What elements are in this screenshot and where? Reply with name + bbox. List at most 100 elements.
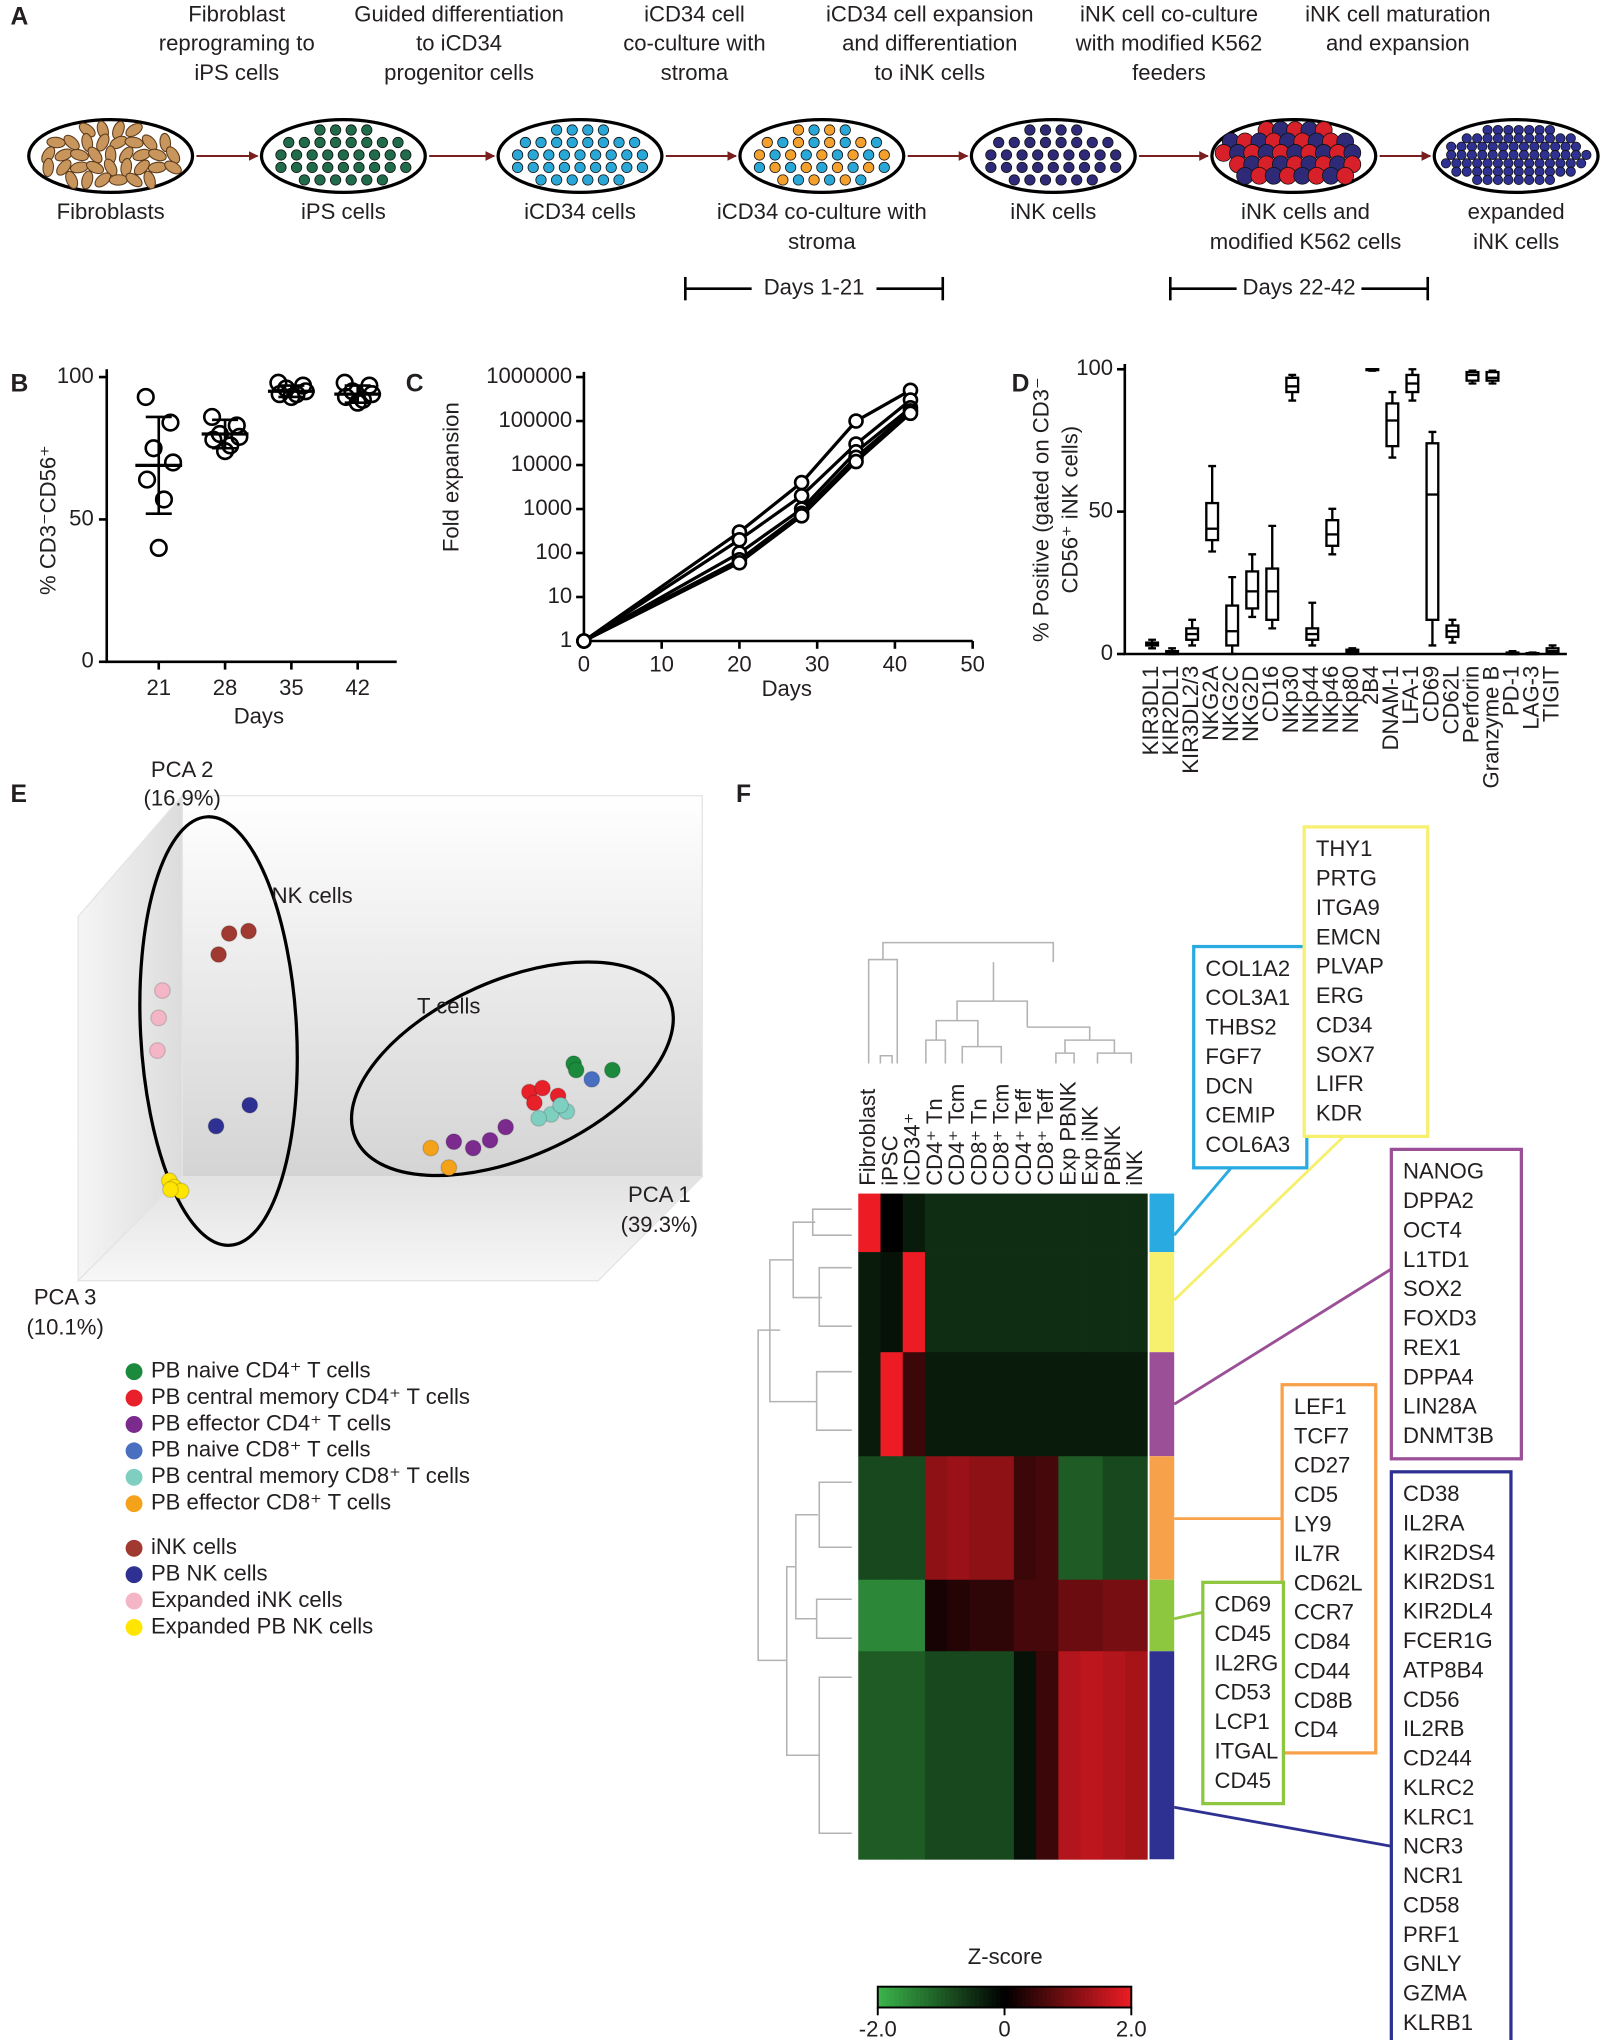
cell [1472, 133, 1483, 144]
cell [290, 161, 303, 174]
connector [1173, 1114, 1367, 1302]
x-tick-label: PD-1 [1498, 666, 1523, 716]
cell [1581, 149, 1592, 161]
colorbar-step [1101, 1986, 1107, 2008]
cell [1534, 174, 1545, 186]
cell [384, 149, 396, 161]
gene-label: CD38 [1403, 1481, 1460, 1506]
heat-cell [880, 1193, 904, 1253]
x-tick-label: 50 [960, 652, 985, 677]
cell [85, 160, 105, 175]
heat-cell [902, 1193, 926, 1253]
cell [551, 124, 563, 136]
colorbar-step [1067, 1986, 1073, 2008]
cell [1492, 174, 1504, 186]
colorbar-step [945, 1986, 951, 2008]
x-tick-label: 21 [146, 675, 171, 700]
step-label: Fibroblast [188, 1, 285, 26]
whisker-high [1208, 464, 1217, 504]
period-label: Days 22-42 [1243, 274, 1356, 299]
colorbar-step [903, 1986, 908, 2008]
cell [400, 161, 412, 174]
heat-cell [947, 1352, 970, 1457]
heat-cell [1102, 1456, 1126, 1581]
gene-label: DCN [1205, 1073, 1253, 1098]
axis [1123, 364, 1567, 656]
legend-label: Expanded PB NK cells [151, 1613, 373, 1638]
cell [574, 161, 586, 174]
axis-label: PCA 1 [628, 1182, 691, 1207]
gene-box [1302, 825, 1430, 1138]
cell [777, 174, 789, 186]
cell [621, 161, 633, 174]
cell [353, 149, 365, 161]
step-label: progenitor cells [384, 60, 534, 85]
colorbar-step [911, 1986, 917, 2008]
colorbar-step [1080, 1986, 1086, 2008]
heat-cell [947, 1456, 970, 1581]
gene-label: IL2RA [1403, 1510, 1465, 1535]
cell [1102, 136, 1114, 149]
panel-letter: F [736, 781, 751, 808]
cell [1078, 161, 1091, 174]
step-label: iPS cells [194, 60, 279, 85]
cell [165, 146, 181, 164]
x-tick-label: KIR3DL2/3 [1178, 666, 1203, 774]
gene-label: KDR [1316, 1101, 1363, 1126]
cell [551, 136, 563, 149]
heat-cell [1058, 1651, 1081, 1860]
box [1425, 442, 1440, 621]
cell [582, 136, 594, 149]
colorbar-step [1059, 1986, 1065, 2008]
box [1245, 570, 1260, 610]
column-label: CD8⁺ Tcm [989, 1084, 1014, 1186]
x-tick-label: CD69 [1418, 666, 1443, 723]
gene-label: REX1 [1403, 1335, 1461, 1360]
column-label: CD8⁺ Teff [1033, 1088, 1058, 1186]
cell [1055, 136, 1067, 149]
gene-label: LCP1 [1215, 1709, 1270, 1734]
cell [1024, 124, 1036, 136]
gene-label: CD4 [1294, 1717, 1338, 1742]
y-tick-label: 1 [560, 627, 572, 652]
cell [353, 161, 365, 174]
gene-label: ERG [1316, 983, 1364, 1008]
step-label: to iCD34 [416, 31, 502, 56]
cell [543, 149, 555, 161]
cell [1078, 149, 1091, 161]
colorbar-step [949, 1986, 955, 2008]
cell [1063, 149, 1075, 161]
cell [1492, 133, 1504, 144]
panel-letter: B [11, 370, 29, 397]
cell [314, 174, 326, 186]
colorbar-step [991, 1986, 997, 2008]
annotation: T cells [417, 993, 480, 1018]
column-label: CD4⁺ Tn [922, 1098, 947, 1185]
x-tick-label: NKG2A [1198, 665, 1223, 740]
cell [322, 161, 334, 174]
cell [753, 149, 766, 161]
whisker-high [1188, 618, 1197, 629]
heat-cell [991, 1193, 1015, 1253]
x-tick-label: NKG2C [1218, 666, 1243, 742]
colorbar-step [1105, 1986, 1111, 2008]
step-label: to iNK cells [875, 60, 986, 85]
point [210, 946, 228, 963]
heat-cell [1080, 1193, 1104, 1253]
gene-label: DPPA2 [1403, 1188, 1474, 1213]
colorbar-step [1004, 1986, 1010, 2008]
y-tick-label: 100 [1076, 355, 1113, 380]
whisker-high [1428, 430, 1437, 444]
point [902, 405, 919, 422]
point [552, 1096, 570, 1114]
cell [808, 136, 820, 149]
y-tick-label: 10 [548, 583, 573, 608]
cell [527, 161, 539, 174]
point [481, 1131, 499, 1149]
colorbar-step [1034, 1986, 1039, 2008]
cell [777, 136, 789, 149]
column-label: Exp PBNK [1055, 1081, 1080, 1186]
gene-label: CD8B [1294, 1688, 1353, 1713]
cell [1039, 124, 1052, 136]
cell [636, 161, 649, 174]
